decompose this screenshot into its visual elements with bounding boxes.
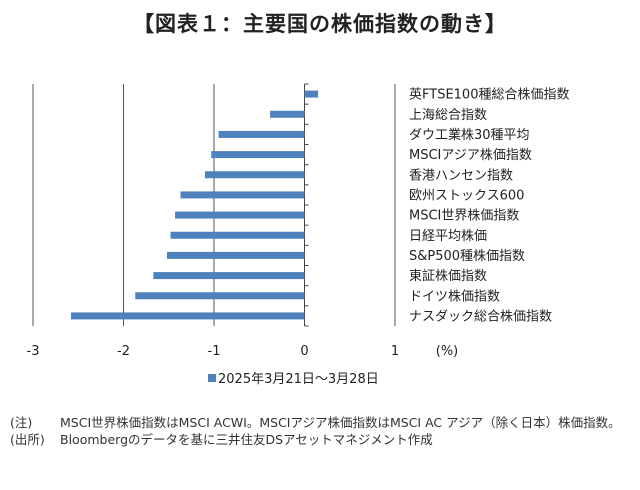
bar bbox=[71, 312, 305, 320]
note-tag: (注) bbox=[10, 415, 33, 430]
legend-swatch bbox=[208, 373, 216, 382]
category-label: ドイツ株価指数 bbox=[409, 289, 500, 304]
legend: 2025年3月21日～3月28日 bbox=[208, 368, 379, 387]
category-label: 欧州ストックス600 bbox=[409, 188, 524, 203]
source-tag: (出所) bbox=[10, 432, 45, 447]
legend-label: 2025年3月21日～3月28日 bbox=[218, 372, 379, 387]
category-label: 香港ハンセン指数 bbox=[409, 168, 513, 183]
bar bbox=[211, 151, 305, 159]
x-unit-label: (%) bbox=[436, 344, 459, 359]
bar bbox=[170, 231, 305, 239]
category-label: MSCI世界株価指数 bbox=[409, 209, 519, 224]
bar bbox=[180, 191, 305, 199]
x-tick-label: -1 bbox=[208, 344, 221, 359]
note-text: MSCI世界株価指数はMSCI ACWI。MSCIアジア株価指数はMSCI AC… bbox=[60, 415, 621, 430]
bar bbox=[153, 272, 305, 280]
x-tick-label: -3 bbox=[27, 344, 40, 359]
bar bbox=[166, 251, 305, 259]
source-text: Bloombergのデータを基に三井住友DSアセットマネジメント作成 bbox=[60, 432, 433, 447]
chart-title: 【図表１：主要国の株価指数の動き】 bbox=[133, 12, 507, 36]
note-row: (注) MSCI世界株価指数はMSCI ACWI。MSCIアジア株価指数はMSC… bbox=[10, 414, 635, 431]
category-label: 日経平均株価 bbox=[409, 229, 487, 244]
note-row: (出所) Bloombergのデータを基に三井住友DSアセットマネジメント作成 bbox=[10, 431, 635, 448]
footnotes: (注) MSCI世界株価指数はMSCI ACWI。MSCIアジア株価指数はMSC… bbox=[10, 414, 635, 448]
bar bbox=[218, 130, 305, 138]
bar bbox=[270, 110, 305, 118]
x-tick-label: -2 bbox=[117, 344, 130, 359]
category-label: MSCIアジア株価指数 bbox=[409, 148, 532, 163]
category-label: ナスダック総合株価指数 bbox=[409, 309, 552, 324]
x-tick-label: 1 bbox=[391, 344, 399, 359]
bar bbox=[175, 211, 305, 219]
x-tick-label: 0 bbox=[300, 344, 308, 359]
bar-chart: -3 -2 -1 0 1 (%) 英FTSE100種総合株価指数上海総合指数ダウ工業株30種… bbox=[27, 83, 569, 359]
category-label: ダウ工業株30種平均 bbox=[409, 127, 530, 143]
bar bbox=[304, 90, 319, 98]
category-label: 東証株価指数 bbox=[409, 268, 487, 284]
category-label: 上海総合指数 bbox=[409, 108, 487, 123]
category-label: 英FTSE100種総合株価指数 bbox=[409, 87, 569, 103]
category-label: S&P500種株価指数 bbox=[409, 248, 525, 264]
bar bbox=[204, 171, 305, 179]
bar bbox=[135, 292, 305, 300]
